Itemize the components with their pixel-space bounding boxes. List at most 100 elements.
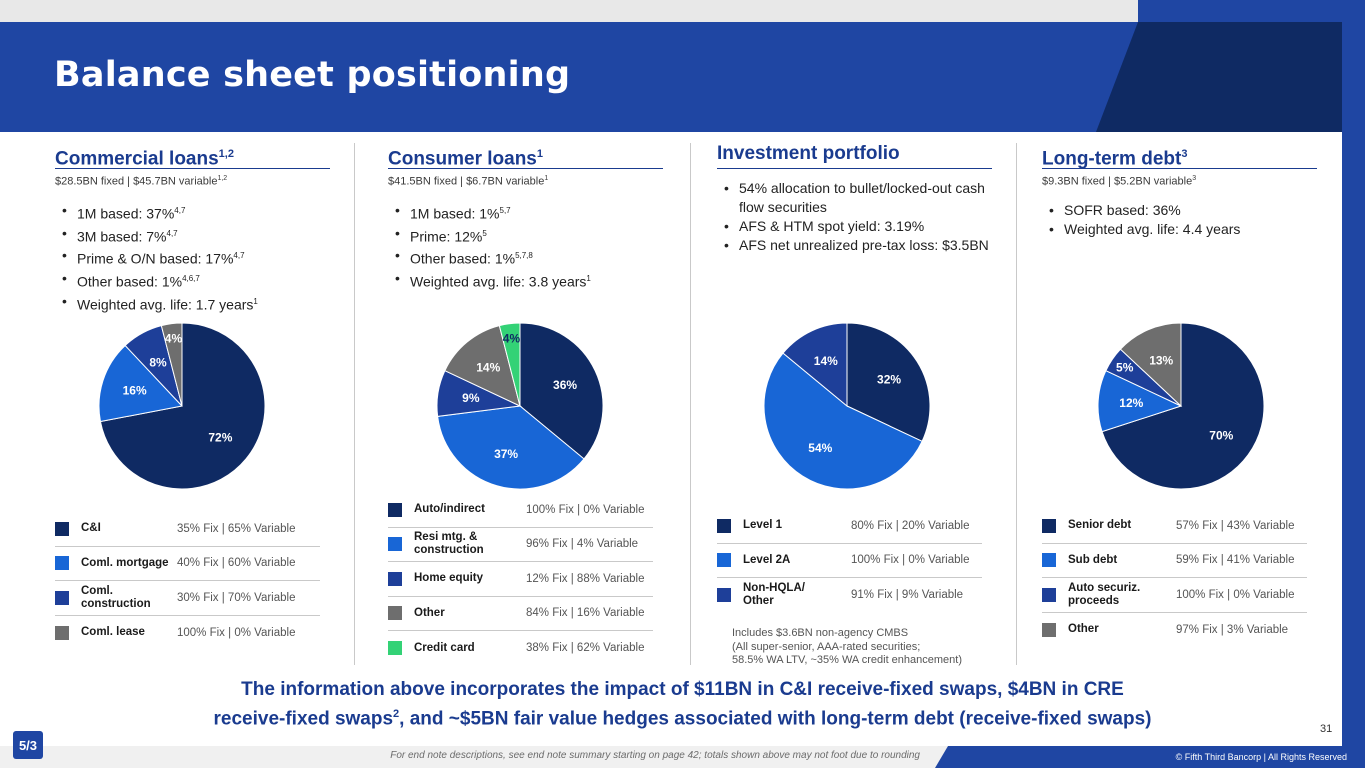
bullet: Weighted avg. life: 1.7 years1 xyxy=(62,292,330,315)
legend-value: 91% Fix | 9% Variable xyxy=(851,589,964,602)
legend-row: Coml. lease 100% Fix | 0% Variable xyxy=(55,616,320,651)
pie-slice xyxy=(763,352,923,490)
pie-slice xyxy=(1101,322,1265,490)
legend-value: 100% Fix | 0% Variable xyxy=(177,626,296,639)
legend-name: C&I xyxy=(81,522,101,535)
commercial-loans-panel: Commercial loans1,2 $28.5BN fixed | $45.… xyxy=(55,140,330,670)
legend-swatch xyxy=(1042,622,1056,637)
legend-swatch xyxy=(55,521,69,536)
debt-subtitle: $9.3BN fixed | $5.2BN variable3 xyxy=(1042,175,1197,188)
legend-name: Coml. lease xyxy=(81,626,145,639)
legend-name: Credit card xyxy=(414,641,475,654)
legend-name: Senior debt xyxy=(1068,519,1132,532)
pie-slice-label: 8% xyxy=(149,355,167,369)
commercial-pie-chart: 72% 16% 8% 4% xyxy=(98,322,266,490)
note-line: Includes $3.6BN non-agency CMBS xyxy=(732,627,909,639)
legend-value: 80% Fix | 20% Variable xyxy=(851,519,970,532)
pie-slice-label: 13% xyxy=(1149,353,1173,367)
bullet: 54% allocation to bullet/locked-out cash… xyxy=(724,179,992,217)
pie-slice-label: 5% xyxy=(1116,361,1134,375)
commercial-heading: Commercial loans1,2 xyxy=(55,140,330,169)
debt-bullets: SOFR based: 36% Weighted avg. life: 4.4 … xyxy=(1042,201,1317,239)
pie-slice-label: 70% xyxy=(1209,428,1233,442)
pie-slice-label: 37% xyxy=(494,447,518,461)
legend-row: Non-HQLA/ Other 91% Fix | 9% Variable xyxy=(717,578,982,613)
legend-swatch xyxy=(1042,553,1056,568)
legend-row: Other 84% Fix | 16% Variable xyxy=(388,597,653,631)
note-line: (All super-senior, AAA-rated securities; xyxy=(732,640,921,653)
investment-legend: Level 1 80% Fix | 20% Variable Level 2A 10… xyxy=(717,509,982,613)
legend-name: Resi mtg. & construction xyxy=(414,531,484,557)
legend-row: Senior debt 57% Fix | 43% Variable xyxy=(1042,509,1307,544)
pie-slice xyxy=(98,344,183,423)
column-divider xyxy=(1016,143,1017,665)
legend-value: 12% Fix | 88% Variable xyxy=(526,572,645,585)
legend-swatch xyxy=(55,590,69,605)
bullet: Prime & O/N based: 17%4,7 xyxy=(62,246,330,269)
pie-slice-label: 32% xyxy=(877,372,901,386)
legend-value: 40% Fix | 60% Variable xyxy=(177,557,296,570)
investment-bullets: 54% allocation to bullet/locked-out cash… xyxy=(717,179,992,255)
legend-row: Level 2A 100% Fix | 0% Variable xyxy=(717,544,982,578)
legend-name: Auto securiz. proceeds xyxy=(1068,581,1141,607)
bullet: AFS net unrealized pre-tax loss: $3.5BN xyxy=(724,236,992,255)
note-line: 58.5% WA LTV, ~35% WA credit enhancement… xyxy=(732,654,963,666)
legend-swatch xyxy=(388,571,402,586)
legend-row: Coml. mortgage 40% Fix | 60% Variable xyxy=(55,547,320,581)
legend-name: Non-HQLA/ Other xyxy=(743,582,805,608)
legend-name: Home equity xyxy=(414,572,484,585)
pie-slice xyxy=(99,322,266,490)
bullet: SOFR based: 36% xyxy=(1049,201,1317,220)
commercial-bullets: 1M based: 37%4,7 3M based: 7%4,7 Prime &… xyxy=(55,201,330,314)
pie-slice xyxy=(444,324,521,407)
debt-pie-chart: 70% 12% 5% 13% xyxy=(1097,322,1265,490)
pie-slice xyxy=(160,322,183,407)
legend-swatch xyxy=(1042,587,1056,602)
pie-slice-label: 9% xyxy=(462,391,480,405)
legend-swatch xyxy=(717,518,731,533)
long-term-debt-panel: Long-term debt3 $9.3BN fixed | $5.2BN va… xyxy=(1042,140,1317,670)
legend-row: Level 1 80% Fix | 20% Variable xyxy=(717,509,982,544)
consumer-bullets: 1M based: 1%5,7 Prime: 12%5 Other based:… xyxy=(388,201,663,292)
pie-slice-label: 4% xyxy=(503,331,521,345)
pie-slice xyxy=(519,322,604,460)
svg-text:5/3: 5/3 xyxy=(19,738,37,753)
consumer-pie-chart: 36% 37% 9% 14% 4% xyxy=(436,322,604,490)
column-divider xyxy=(690,143,691,665)
pie-slice-label: 54% xyxy=(808,441,832,455)
bullet: Other based: 1%4,6,7 xyxy=(62,269,330,292)
legend-row: Home equity 12% Fix | 88% Variable xyxy=(388,562,653,597)
pie-slice-label: 14% xyxy=(476,361,500,375)
copyright: © Fifth Third Bancorp | All Rights Reser… xyxy=(1175,752,1347,762)
legend-name: Auto/indirect xyxy=(414,503,485,516)
legend-name: Level 2A xyxy=(743,553,791,566)
legend-row: Auto/indirect 100% Fix | 0% Variable xyxy=(388,493,653,528)
legend-swatch xyxy=(55,625,69,640)
bullet: Weighted avg. life: 3.8 years1 xyxy=(395,269,663,292)
legend-value: 84% Fix | 16% Variable xyxy=(526,607,645,620)
pie-slice-label: 14% xyxy=(814,354,838,368)
investment-pie-chart: 32% 54% 14% xyxy=(763,322,931,490)
pie-slice xyxy=(782,322,848,408)
legend-row: C&I 35% Fix | 65% Variable xyxy=(55,512,320,547)
legend-value: 38% Fix | 62% Variable xyxy=(526,642,645,655)
legend-row: Sub debt 59% Fix | 41% Variable xyxy=(1042,544,1307,578)
legend-swatch xyxy=(388,606,402,621)
pie-slice xyxy=(437,405,585,490)
legend-swatch xyxy=(388,502,402,517)
legend-name: Coml. construction xyxy=(81,584,151,610)
legend-row: Auto securiz. proceeds 100% Fix | 0% Vari… xyxy=(1042,578,1307,613)
investment-heading: Investment portfolio xyxy=(717,140,992,169)
legend-swatch xyxy=(717,588,731,603)
bullet: Prime: 12%5 xyxy=(395,224,663,247)
commercial-legend: C&I 35% Fix | 65% Variable Coml. mortgage… xyxy=(55,512,320,650)
investment-portfolio-panel: Investment portfolio 54% allocation to b… xyxy=(717,140,992,670)
legend-swatch xyxy=(388,641,402,656)
pie-slice-label: 36% xyxy=(553,378,577,392)
consumer-legend: Auto/indirect 100% Fix | 0% Variable Resi… xyxy=(388,493,653,666)
legend-swatch xyxy=(1042,518,1056,533)
pie-slice-label: 72% xyxy=(208,431,232,445)
legend-name: Sub debt xyxy=(1068,553,1118,566)
